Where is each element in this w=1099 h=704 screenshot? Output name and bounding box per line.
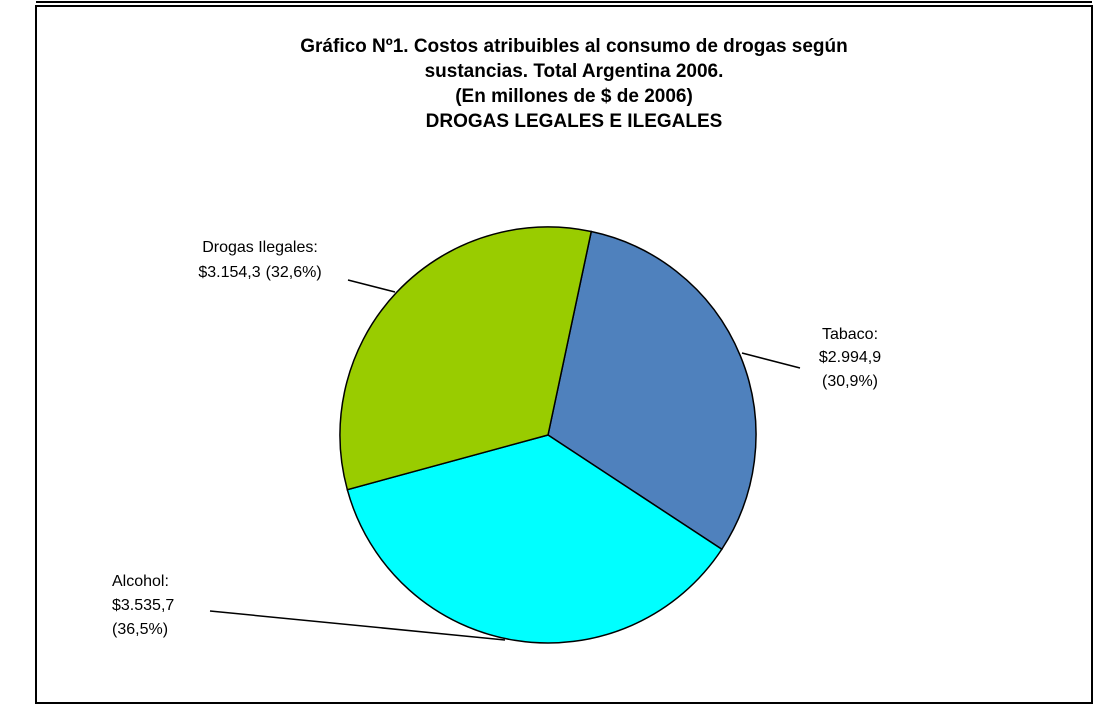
pie-slice xyxy=(346,434,723,644)
chart-title: Gráfico Nº1. Costos atribuibles al consu… xyxy=(300,36,848,57)
slice-label: Tabaco: xyxy=(822,326,878,343)
pie-slice xyxy=(547,230,757,551)
chart-title: (En millones de $ de 2006) xyxy=(455,86,693,107)
slice-value-label: $3.535,7 xyxy=(112,597,174,614)
chart-title: sustancias. Total Argentina 2006. xyxy=(425,61,724,82)
slice-label: Drogas Ilegales: xyxy=(202,239,318,256)
slice-percent-label: (36,5%) xyxy=(112,621,168,638)
slice-value-label: $2.994,9 xyxy=(819,349,881,366)
leader-line xyxy=(347,279,396,293)
slice-label-line: $3.154,3 (32,6%) xyxy=(198,264,321,281)
leader-line xyxy=(741,352,801,369)
slice-value-label: $3.154,3 xyxy=(198,264,260,281)
slice-percent-label: (32,6%) xyxy=(266,264,322,281)
slice-label: Alcohol: xyxy=(112,573,169,590)
chart-title: DROGAS LEGALES E ILEGALES xyxy=(426,111,723,132)
frame xyxy=(35,5,1093,704)
slice-percent-label: (30,9%) xyxy=(822,373,878,390)
pie-slice xyxy=(339,226,593,491)
leader-line xyxy=(209,610,506,641)
